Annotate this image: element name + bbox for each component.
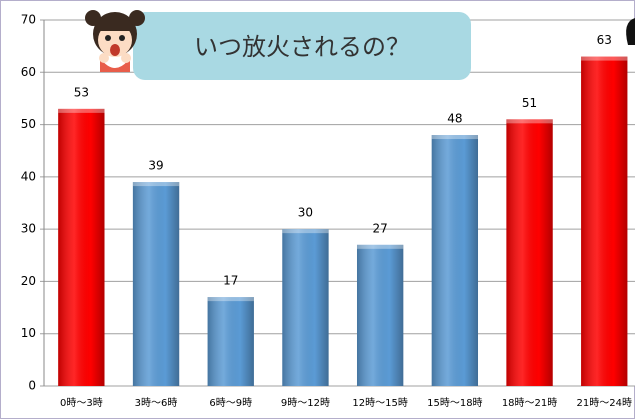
page: 0 10 20 30 40 50 60 70 0時～3時 53 3時～6時 39 6時～9時 17 9時～1…	[0, 0, 635, 419]
x-tick-label: 12時～15時	[352, 397, 407, 409]
bar-shine	[432, 135, 478, 386]
x-tick-label: 15時～18時	[427, 397, 482, 409]
y-tick-label: 20	[21, 274, 36, 288]
y-tick-label: 50	[21, 117, 36, 131]
y-tick-label: 40	[21, 169, 36, 183]
x-tick-label: 21時～24時	[577, 397, 632, 409]
bar-cap	[282, 229, 328, 233]
bar-cap	[432, 135, 478, 139]
y-tick-label: 0	[28, 379, 36, 393]
bar-cap	[58, 109, 104, 113]
bar-shine	[208, 297, 254, 386]
y-tick-label: 60	[21, 65, 36, 79]
bar-shine	[133, 182, 179, 386]
bar-cap	[133, 182, 179, 186]
chart: 0 10 20 30 40 50 60 70 0時～3時 53 3時～6時 39 6時～9時 17 9時～1…	[0, 0, 635, 419]
bar-cap	[357, 245, 403, 249]
x-tick-label: 0時～3時	[60, 397, 103, 409]
bar-shine	[581, 57, 627, 386]
value-label: 48	[447, 112, 462, 126]
y-tick-label: 10	[21, 326, 36, 340]
bar-cap	[506, 119, 552, 123]
value-label: 53	[74, 85, 89, 99]
bar-shine	[357, 245, 403, 386]
value-label: 63	[597, 33, 612, 47]
chart-title: いつ放火されるの？	[194, 33, 410, 61]
x-tick-label: 18時～21時	[502, 397, 557, 409]
bar-shine	[282, 229, 328, 386]
bar-cap	[208, 297, 254, 301]
value-label: 39	[148, 159, 163, 173]
value-label: 17	[223, 274, 238, 288]
x-tick-label: 3時～6時	[135, 397, 178, 409]
value-label: 27	[373, 221, 388, 235]
bar-cap	[581, 57, 627, 61]
y-tick-label: 30	[21, 222, 36, 236]
bar-shine	[58, 109, 104, 386]
y-tick-label: 70	[21, 13, 36, 27]
value-label: 51	[522, 96, 537, 110]
x-tick-label: 9時～12時	[281, 397, 330, 409]
x-tick-label: 6時～9時	[209, 397, 252, 409]
value-label: 30	[298, 206, 313, 220]
bar-shine	[506, 119, 552, 386]
